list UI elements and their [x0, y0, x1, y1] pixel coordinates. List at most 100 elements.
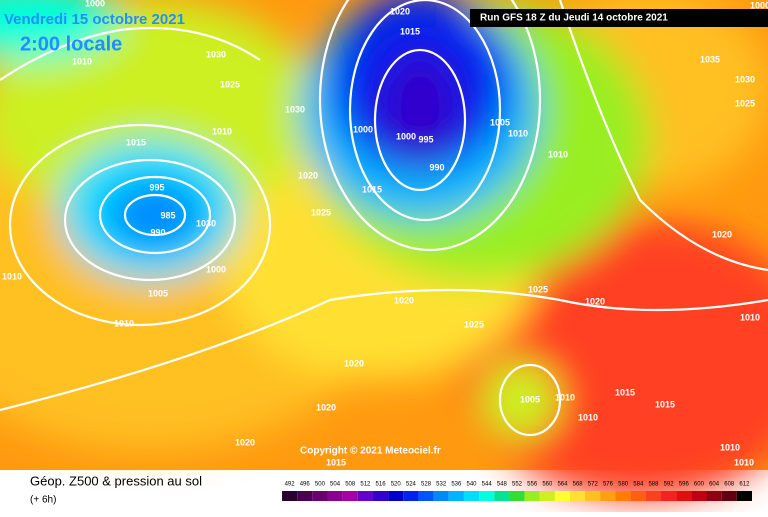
- isobar-label: 1010: [212, 126, 232, 136]
- legend-swatch: [524, 491, 540, 501]
- run-info: Run GFS 18 Z du Jeudi 14 octobre 2021: [480, 13, 668, 24]
- legend-label: 532: [436, 482, 447, 488]
- isobar-label: 1020: [390, 6, 410, 16]
- legend-swatch: [676, 491, 692, 501]
- run-banner: [470, 9, 768, 27]
- isobar-label: 1000: [85, 0, 105, 8]
- legend-swatch: [403, 491, 419, 501]
- map-field: [0, 0, 768, 500]
- copyright: Copyright © 2021 Meteociel.fr: [300, 446, 441, 457]
- legend-swatch: [282, 491, 298, 501]
- isobar-label: 1015: [326, 457, 346, 467]
- legend-label: 564: [557, 482, 568, 488]
- legend-label: 588: [648, 482, 659, 488]
- isobar-label: 1010: [72, 56, 92, 66]
- valid-date: Vendredi 15 octobre 2021: [4, 11, 185, 28]
- isobar-label: 1020: [344, 358, 364, 368]
- isobar-label: 1020: [394, 295, 414, 305]
- isobar-label: 1015: [615, 387, 635, 397]
- legend-label: 540: [467, 482, 478, 488]
- isobar-label: 1010: [734, 457, 754, 467]
- legend-swatch: [327, 491, 343, 501]
- legend-label: 612: [739, 482, 750, 488]
- legend-swatch: [554, 491, 571, 501]
- isobar-label: 995: [418, 134, 433, 144]
- legend-label: 508: [345, 482, 356, 488]
- isobar-label: 1020: [712, 229, 732, 239]
- legend-label: 576: [603, 482, 614, 488]
- footer-title: Géop. Z500 & pression au sol: [30, 473, 202, 488]
- legend-label: 572: [588, 482, 599, 488]
- legend-label: 516: [376, 482, 387, 488]
- legend-swatch: [691, 491, 707, 501]
- legend-swatch: [372, 491, 389, 501]
- legend-swatch: [539, 491, 555, 501]
- legend-label: 592: [664, 482, 675, 488]
- isobar-label: 1005: [520, 394, 540, 404]
- local-time: 2:00 locale: [20, 33, 122, 55]
- isobar-label: 1010: [508, 128, 528, 138]
- isobar-label: 1020: [316, 402, 336, 412]
- legend-label: 524: [406, 482, 417, 488]
- legend-swatch: [570, 491, 586, 501]
- isobar-label: 1015: [655, 399, 675, 409]
- isobar-label: 1025: [220, 79, 240, 89]
- legend-swatch: [721, 491, 737, 501]
- legend-swatch: [479, 491, 495, 501]
- legend-label: 500: [315, 482, 326, 488]
- legend-label: 584: [633, 482, 644, 488]
- legend-swatch: [706, 491, 722, 501]
- isobar-label: 1030: [285, 104, 305, 114]
- isobar-label: 1005: [490, 117, 510, 127]
- legend-swatch: [585, 491, 601, 501]
- isobar-label: 1025: [735, 98, 755, 108]
- isobar-label: 1030: [735, 74, 755, 84]
- legend-label: 512: [360, 482, 371, 488]
- legend-label: 536: [451, 482, 462, 488]
- legend-label: 520: [391, 482, 402, 488]
- isobar-label: 985: [160, 210, 175, 220]
- isobar-label: 1010: [114, 318, 134, 328]
- isobar-label: 1000: [353, 124, 373, 134]
- isobar-label: 1015: [126, 137, 146, 147]
- legend-label: 496: [300, 482, 311, 488]
- isobar-label: 1020: [585, 296, 605, 306]
- isobar-label: 1030: [196, 218, 216, 228]
- legend-swatch: [448, 491, 464, 501]
- isobar-label: 1010: [578, 412, 598, 422]
- isobar-label: 1010: [555, 392, 575, 402]
- legend-swatch: [736, 491, 752, 501]
- isobar-label: 1035: [700, 54, 720, 64]
- legend-label: 492: [285, 482, 296, 488]
- legend-label: 552: [512, 482, 523, 488]
- legend-swatch: [433, 491, 449, 501]
- isobar-label: 1010: [2, 271, 22, 281]
- legend-swatch: [615, 491, 631, 501]
- isobar-label: 1015: [362, 184, 382, 194]
- isobar-label: 1005: [148, 288, 168, 298]
- legend-label: 600: [694, 482, 705, 488]
- legend-label: 560: [542, 482, 553, 488]
- forecast-lead: (+ 6h): [30, 495, 56, 506]
- legend-label: 528: [421, 482, 432, 488]
- legend-label: 580: [618, 482, 629, 488]
- isobar-label: 1025: [528, 284, 548, 294]
- isobar-label: 1030: [206, 49, 226, 59]
- isobar-label: 1025: [311, 207, 331, 217]
- legend-label: 544: [482, 482, 493, 488]
- legend-label: 608: [724, 482, 735, 488]
- legend-swatch: [630, 491, 646, 501]
- isobar-label: 1020: [298, 170, 318, 180]
- isobar-label: 1020: [235, 437, 255, 447]
- legend-swatch: [494, 491, 510, 501]
- isobar-label: 1000: [396, 131, 416, 141]
- legend-label: 548: [497, 482, 508, 488]
- isobar-label: 1025: [464, 319, 484, 329]
- legend-swatch: [312, 491, 328, 501]
- legend-swatch: [418, 491, 434, 501]
- isobar-label: 1000: [206, 264, 226, 274]
- legend-swatch: [342, 491, 358, 501]
- legend-label: 596: [679, 482, 690, 488]
- isobar-label: 990: [150, 227, 165, 237]
